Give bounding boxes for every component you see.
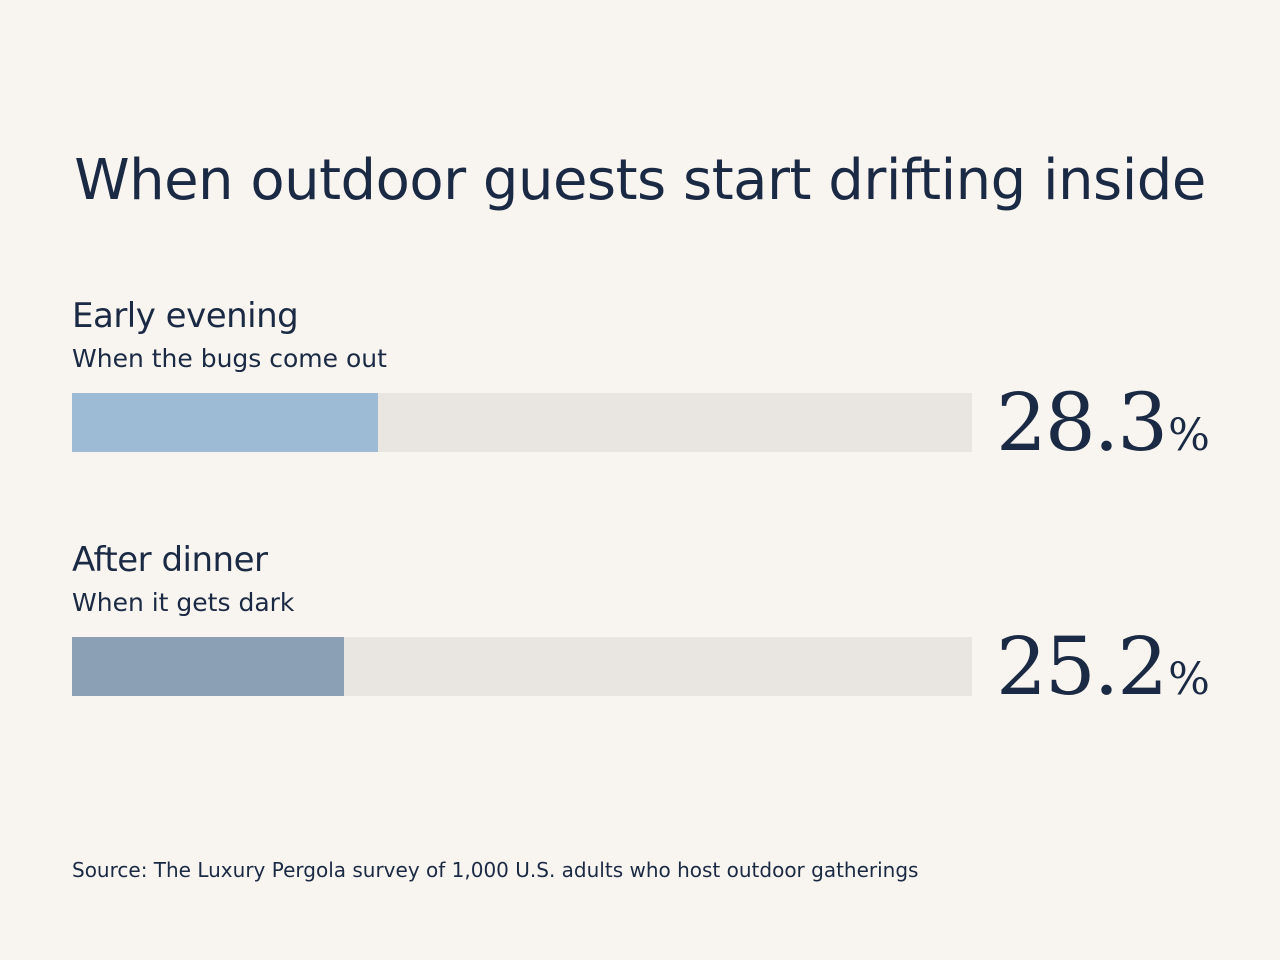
category-subtitle: When it gets dark — [72, 588, 295, 617]
bar — [72, 637, 345, 696]
bar-track — [72, 637, 972, 696]
percent-sign: % — [1168, 410, 1210, 461]
value-number: 25.2 — [996, 620, 1168, 713]
value-label: 28.3% — [996, 376, 1210, 469]
category-label: Early evening — [72, 296, 299, 336]
bar-row-early-evening: Early evening When the bugs come out 28.… — [72, 296, 1232, 476]
category-label: After dinner — [72, 540, 268, 580]
bar-track — [72, 393, 972, 452]
category-subtitle: When the bugs come out — [72, 344, 387, 373]
value-number: 28.3 — [996, 376, 1168, 469]
value-label: 25.2% — [996, 620, 1210, 713]
bar — [72, 393, 378, 452]
bar-row-after-dinner: After dinner When it gets dark 25.2% — [72, 540, 1232, 720]
source-note: Source: The Luxury Pergola survey of 1,0… — [72, 858, 919, 882]
chart-title: When outdoor guests start drifting insid… — [74, 148, 1206, 213]
percent-sign: % — [1168, 654, 1210, 705]
